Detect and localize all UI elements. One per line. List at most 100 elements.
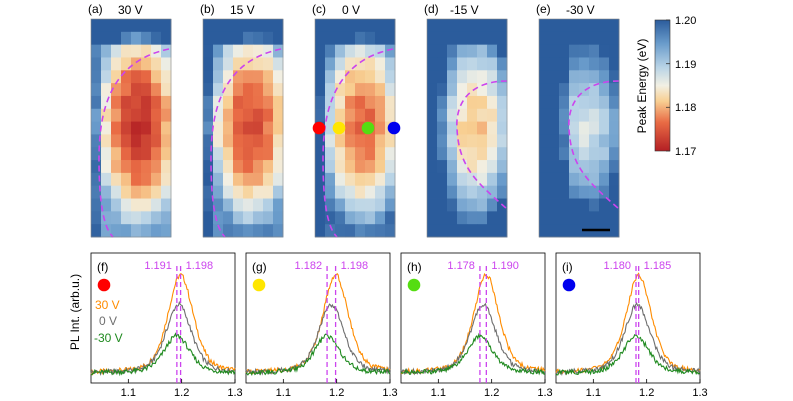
heatmap-cell <box>457 198 468 212</box>
heatmap-cell <box>365 44 376 58</box>
panel-label: (c) <box>312 2 326 16</box>
heatmap-cell <box>385 147 396 161</box>
heatmap-cell <box>243 95 254 110</box>
heatmap-cell <box>233 31 244 46</box>
heatmap-cell <box>315 31 326 46</box>
heatmap-cell <box>437 57 448 71</box>
heatmap-cell <box>121 70 132 84</box>
heatmap-cell <box>569 70 580 84</box>
heatmap-cell <box>447 44 458 58</box>
heatmap-cell <box>447 57 458 71</box>
heatmap-cell <box>223 44 234 58</box>
heatmap-cell <box>111 172 122 187</box>
heatmap-cell <box>213 70 224 84</box>
heatmap-cell <box>151 83 162 97</box>
x-tick-label: 1.1 <box>431 387 446 399</box>
heatmap-cell <box>539 185 550 199</box>
heatmap-cell <box>131 160 142 174</box>
x-axis-label: Energy (eV) <box>596 399 660 401</box>
heatmap-cell <box>213 108 224 122</box>
heatmap-cell <box>263 83 274 97</box>
heatmap-cell <box>335 44 346 58</box>
heatmap-cell <box>111 147 122 161</box>
heatmap-cell <box>151 134 162 148</box>
heatmap-cell <box>477 198 488 212</box>
heatmap-cell <box>467 19 478 33</box>
heatmap-cell <box>161 83 172 97</box>
heatmap-cell <box>315 224 326 238</box>
heatmap-cell <box>151 224 162 238</box>
heatmap-cell <box>385 44 396 58</box>
heatmap-cell <box>325 70 336 84</box>
heatmap-cell <box>589 95 600 110</box>
heatmap-cell <box>487 134 498 148</box>
heatmap-cell <box>427 108 438 122</box>
heatmap-cell <box>437 198 448 212</box>
heatmap-cell <box>579 44 590 58</box>
heatmap-cell <box>559 198 570 212</box>
heatmap-cell <box>549 211 560 225</box>
heatmap-cell <box>365 198 376 212</box>
peak-label: 1.198 <box>186 260 214 272</box>
heatmap-cell <box>549 95 560 110</box>
heatmap-cell <box>203 19 214 33</box>
colorbar-tick: 1.18 <box>675 102 696 114</box>
spectrum-panel: 1.182 1.198 (g) 1.1 1.2 1.3 Energy (eV) <box>245 252 398 401</box>
heatmap-cell <box>335 19 346 33</box>
heatmap-cell <box>325 57 336 71</box>
heatmap-cell <box>559 108 570 122</box>
heatmap-cell <box>121 19 132 33</box>
heatmap-cell <box>427 83 438 97</box>
heatmap-cell <box>213 160 224 174</box>
heatmap-cell <box>355 185 366 199</box>
heatmap-cell <box>243 147 254 161</box>
heatmap-cell <box>385 172 396 187</box>
heatmap-cell <box>559 95 570 110</box>
heatmap-cell <box>539 160 550 174</box>
heatmap-cell <box>335 31 346 46</box>
heatmap-cell <box>447 172 458 187</box>
heatmap-cell <box>447 198 458 212</box>
x-tick-label: 1.2 <box>639 387 654 399</box>
heatmap-cell <box>427 172 438 187</box>
heatmap-cell <box>335 224 346 238</box>
heatmap-cell <box>325 224 336 238</box>
heatmap-cell <box>325 83 336 97</box>
heatmap-cell <box>385 198 396 212</box>
heatmap-cell <box>599 121 610 135</box>
heatmap-cell <box>335 95 346 110</box>
heatmap-cell <box>447 134 458 148</box>
heatmap-cell <box>141 31 152 46</box>
heatmap-cell <box>101 83 112 97</box>
heatmap-cell <box>609 57 620 71</box>
heatmap-cell <box>609 83 620 97</box>
heatmap-cell <box>559 147 570 161</box>
legend-30v: 30 V <box>95 298 120 312</box>
marker-blue <box>387 121 401 135</box>
heatmap-cell <box>365 147 376 161</box>
heatmap-cell <box>233 160 244 174</box>
heatmap-cell <box>253 211 264 225</box>
heatmap-cell <box>589 19 600 33</box>
heatmap-cell <box>325 147 336 161</box>
heatmap-cell <box>101 57 112 71</box>
heatmap-cell <box>569 83 580 97</box>
colorbar-tick: 1.19 <box>675 59 696 71</box>
heatmap-cell <box>437 95 448 110</box>
heatmap-cell <box>375 44 386 58</box>
heatmap-cell <box>243 224 254 238</box>
heatmap-cell <box>609 95 620 110</box>
heatmap-cell <box>457 31 468 46</box>
heatmap-cell <box>325 121 336 135</box>
heatmap-cell <box>437 185 448 199</box>
heatmap-cell <box>447 160 458 174</box>
heatmap-cell <box>243 70 254 84</box>
heatmap-cell <box>141 160 152 174</box>
heatmap-cell <box>203 211 214 225</box>
heatmap-cell <box>467 70 478 84</box>
heatmap-cell <box>447 95 458 110</box>
heatmap-cell <box>457 44 468 58</box>
heatmap-cell <box>101 134 112 148</box>
heatmap-cell <box>315 147 326 161</box>
